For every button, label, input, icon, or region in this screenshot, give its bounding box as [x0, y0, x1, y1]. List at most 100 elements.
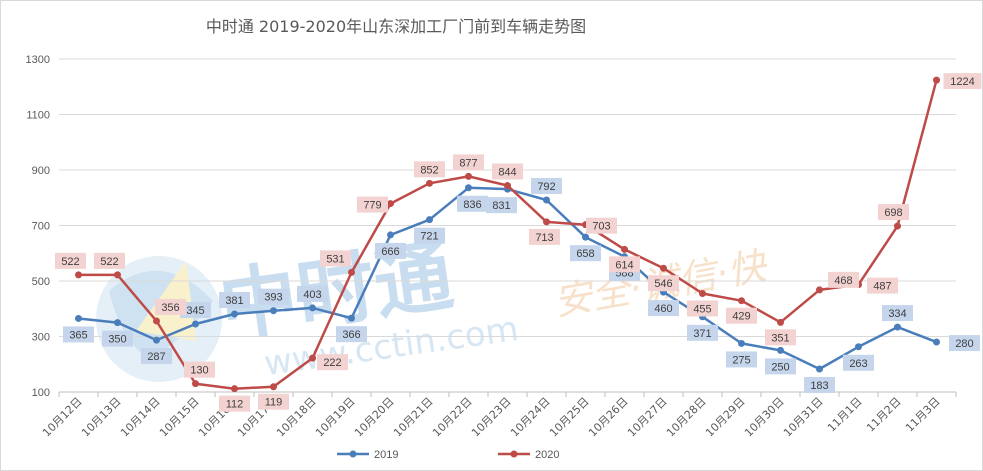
data-label-2020-6: 222: [317, 354, 348, 371]
data-point-2020-21[interactable]: [894, 222, 901, 230]
data-point-2020-8[interactable]: [387, 200, 394, 208]
data-label-2020-3: 130: [184, 361, 215, 378]
data-label-bg: [457, 195, 488, 212]
x-tick-label-12: 10月24日: [508, 395, 553, 440]
y-tick-label-700: 700: [32, 221, 50, 233]
data-label-bg: [529, 228, 560, 245]
data-point-2020-9[interactable]: [426, 179, 433, 187]
data-label-text: 468: [834, 275, 852, 287]
data-point-2019-4[interactable]: [231, 310, 238, 318]
data-label-2020-20: 487: [867, 277, 898, 294]
data-label-bg: [297, 285, 328, 302]
data-point-2020-1[interactable]: [114, 271, 121, 279]
data-label-text: 666: [381, 246, 399, 258]
data-label-text: 275: [732, 354, 750, 366]
x-tick-label-8: 10月20日: [352, 395, 397, 440]
data-label-text: 703: [592, 221, 610, 233]
data-label-2020-7: 531: [320, 250, 351, 267]
data-point-2020-10[interactable]: [465, 172, 472, 180]
data-point-2019-8[interactable]: [387, 231, 394, 239]
data-label-bg: [375, 242, 406, 259]
data-label-2020-21: 698: [878, 204, 909, 221]
x-tick-label-21: 11月2日: [864, 395, 904, 435]
data-point-2020-22[interactable]: [933, 76, 940, 84]
data-point-2019-1[interactable]: [114, 319, 121, 327]
data-label-bg: [219, 292, 250, 309]
data-label-bg: [878, 204, 909, 221]
data-point-2020-14[interactable]: [621, 245, 628, 253]
data-point-2020-3[interactable]: [192, 380, 199, 388]
data-point-2019-9[interactable]: [426, 216, 433, 224]
data-label-text: 698: [884, 207, 902, 219]
data-label-bg: [184, 361, 215, 378]
data-point-2020-2[interactable]: [153, 317, 160, 325]
data-point-2019-20[interactable]: [855, 343, 862, 351]
legend-item-2019[interactable]: 2019: [337, 449, 398, 461]
y-tick-label-1300: 1300: [26, 54, 50, 66]
data-label-text: 365: [69, 329, 87, 341]
data-label-bg: [609, 256, 640, 273]
data-label-bg: [492, 163, 523, 180]
data-point-2019-0[interactable]: [75, 314, 82, 322]
y-tick-label-300: 300: [32, 332, 50, 344]
data-label-bg: [317, 354, 348, 371]
data-label-text: 345: [186, 305, 204, 317]
data-point-2019-18[interactable]: [777, 346, 784, 354]
legend-label-2019: 2019: [374, 449, 398, 461]
data-label-bg: [258, 288, 289, 305]
data-point-2019-7[interactable]: [348, 314, 355, 322]
data-point-2020-15[interactable]: [660, 264, 667, 272]
data-label-bg: [219, 395, 250, 412]
data-point-2019-17[interactable]: [738, 339, 745, 347]
data-label-bg: [63, 326, 94, 343]
data-label-2020-19: 468: [828, 271, 859, 288]
data-label-bg: [804, 376, 835, 393]
data-label-2019-17: 275: [726, 351, 757, 368]
data-label-bg: [414, 161, 445, 178]
data-label-text: 130: [190, 365, 208, 377]
data-label-text: 713: [535, 232, 553, 244]
data-label-text: 455: [693, 303, 711, 315]
series: [75, 76, 940, 393]
data-label-2019-1: 350: [102, 330, 133, 347]
data-point-2019-5[interactable]: [270, 307, 277, 315]
data-point-2020-16[interactable]: [699, 289, 706, 297]
data-label-bg: [648, 300, 679, 317]
x-tick-label-14: 10月26日: [586, 395, 631, 440]
data-label-2019-13: 658: [570, 245, 601, 262]
data-label-2020-10: 877: [453, 154, 484, 171]
data-point-2020-4[interactable]: [231, 385, 238, 393]
data-label-2019-0: 365: [63, 326, 94, 343]
data-point-2019-22[interactable]: [933, 338, 940, 346]
x-axis-ticks: 10月12日10月13日10月14日10月15日10月16日10月17日10月1…: [40, 392, 957, 440]
data-point-2020-0[interactable]: [75, 271, 82, 279]
data-point-2020-17[interactable]: [738, 297, 745, 305]
legend-item-2020[interactable]: 2020: [498, 449, 559, 461]
data-point-2019-19[interactable]: [816, 365, 823, 373]
data-point-2019-12[interactable]: [543, 196, 550, 204]
legend: 2019 2020: [337, 449, 559, 461]
data-point-2020-18[interactable]: [777, 318, 784, 326]
data-point-2020-7[interactable]: [348, 268, 355, 276]
data-point-2020-6[interactable]: [309, 354, 316, 362]
data-point-2019-21[interactable]: [894, 323, 901, 331]
data-point-2019-10[interactable]: [465, 184, 472, 192]
data-label-2020-15: 546: [648, 275, 679, 292]
data-point-2019-6[interactable]: [309, 304, 316, 312]
data-point-2020-12[interactable]: [543, 218, 550, 226]
data-label-text: 403: [303, 289, 321, 301]
data-label-text: 460: [654, 303, 672, 315]
data-label-text: 371: [693, 328, 711, 340]
data-point-2019-3[interactable]: [192, 320, 199, 328]
data-label-text: 429: [732, 311, 750, 323]
x-tick-label-22: 11月3日: [903, 395, 943, 435]
data-point-2020-5[interactable]: [270, 383, 277, 391]
data-point-2020-11[interactable]: [504, 182, 511, 190]
data-label-bg: [336, 326, 367, 343]
data-point-2019-13[interactable]: [582, 233, 589, 241]
data-label-bg: [882, 305, 913, 322]
data-label-2019-20: 263: [843, 354, 874, 371]
data-point-2020-19[interactable]: [816, 286, 823, 294]
data-point-2019-2[interactable]: [153, 336, 160, 344]
